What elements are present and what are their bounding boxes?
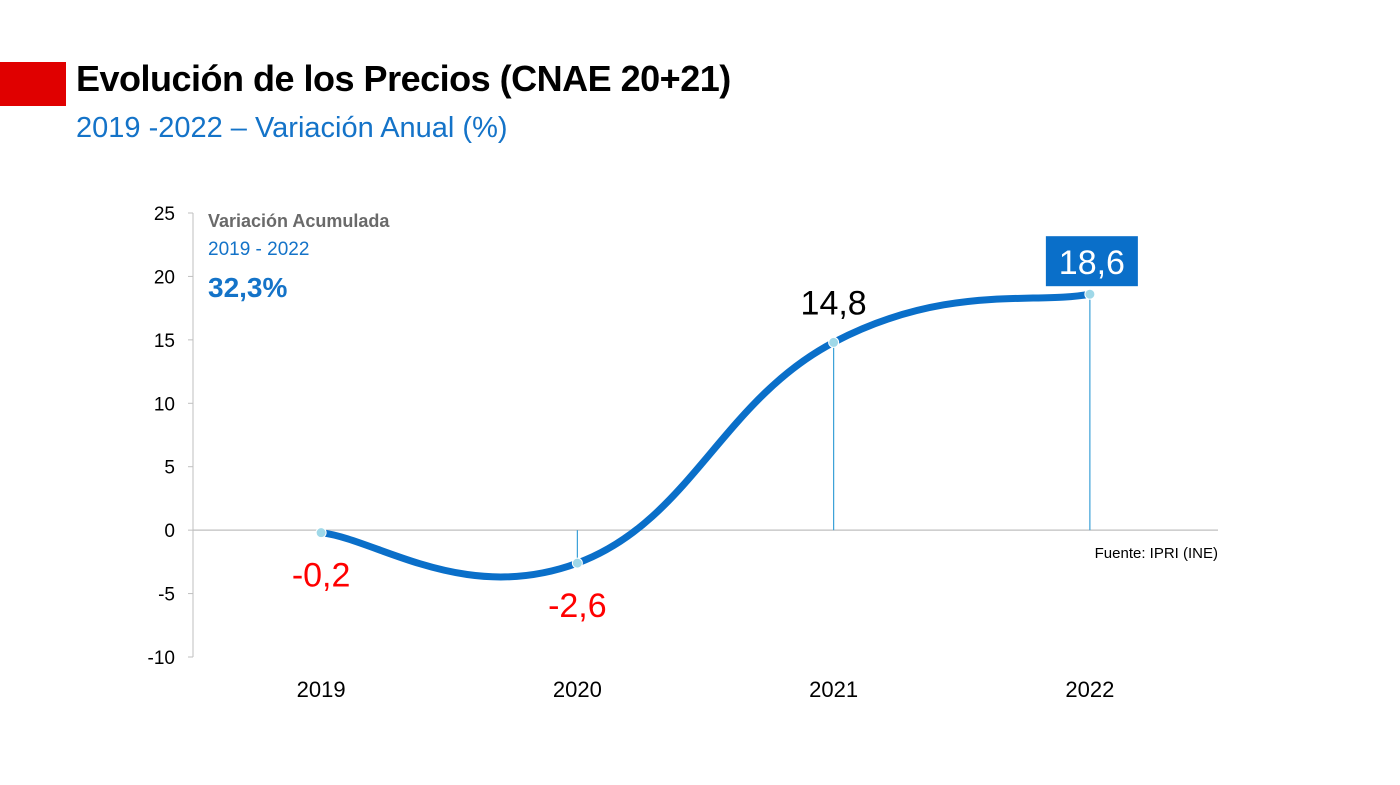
x-tick-label: 2021 [809, 677, 858, 702]
data-label: 14,8 [801, 284, 867, 322]
data-point-marker [571, 557, 583, 569]
x-tick-label: 2019 [297, 677, 346, 702]
drop-lines [576, 294, 1091, 564]
y-tick-label: 10 [154, 394, 175, 415]
data-label: -0,2 [292, 557, 351, 595]
highlight-value-box [1045, 236, 1138, 287]
inset-heading: Variación Acumulada [208, 211, 390, 231]
data-point-marker [315, 527, 327, 539]
data-markers [315, 288, 1096, 569]
inset-value: 32,3% [208, 272, 287, 303]
data-label: 18,6 [1059, 244, 1125, 282]
series-line [317, 290, 1094, 581]
y-tick-label: -5 [158, 585, 175, 606]
title-accent-bar [0, 62, 66, 106]
source-note: Fuente: IPRI (INE) [1095, 545, 1218, 562]
y-tick-label: 15 [154, 331, 175, 352]
series-line-group [317, 290, 1094, 581]
x-tick-label: 2020 [553, 677, 602, 702]
data-label: -2,6 [548, 587, 607, 625]
chart-axes: 25 20 15 10 5 0 -5 -10 2019 2020 2021 2022 [148, 204, 1218, 702]
data-point-marker [1084, 288, 1096, 300]
inset-period: 2019 - 2022 [208, 239, 309, 260]
x-tick-label: 2022 [1065, 677, 1114, 702]
y-tick-label: -10 [148, 648, 175, 669]
y-tick-label: 0 [164, 521, 175, 542]
y-tick-label: 5 [164, 458, 175, 479]
y-tick-label: 25 [154, 204, 175, 225]
chart-subtitle: 2019 -2022 – Variación Anual (%) [76, 112, 508, 144]
y-tick-label: 20 [154, 267, 175, 288]
data-point-marker [828, 336, 840, 348]
chart-title: Evolución de los Precios (CNAE 20+21) [76, 58, 731, 99]
data-labels: -0,2 -2,6 14,8 18,6 [292, 236, 1138, 625]
